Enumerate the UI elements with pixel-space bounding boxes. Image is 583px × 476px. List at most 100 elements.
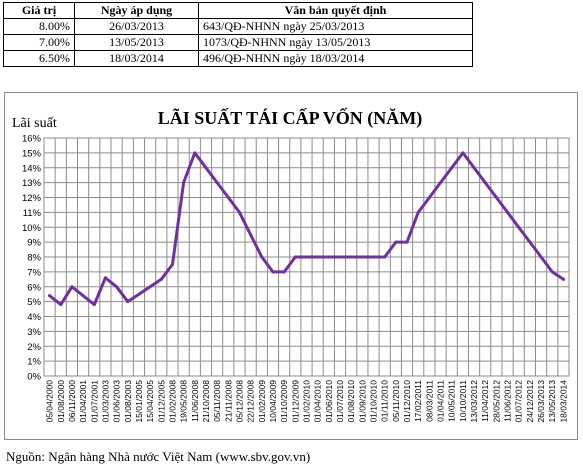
- data-point: [461, 151, 465, 155]
- x-tick-label: 01/08/2000: [56, 380, 66, 423]
- cell-value: 6.50%: [3, 50, 75, 67]
- y-tick-label: 6%: [27, 282, 41, 293]
- x-tick-label: 13/05/2013: [547, 380, 557, 423]
- data-point: [550, 270, 554, 274]
- x-tick-label: 05/11/2008: [212, 380, 222, 422]
- x-tick-label: 26/03/2013: [536, 380, 546, 423]
- data-point: [92, 303, 96, 307]
- data-point: [271, 270, 275, 274]
- data-point: [383, 255, 387, 259]
- source-note: Nguồn: Ngân hàng Nhà nước Việt Nam (www.…: [6, 449, 311, 464]
- y-tick-label: 12%: [22, 193, 42, 204]
- data-point: [48, 294, 52, 298]
- x-tick-label: 01/12/2005: [156, 380, 166, 423]
- data-point: [226, 196, 230, 199]
- data-point: [70, 285, 74, 289]
- x-tick-label: 21/10/2008: [201, 380, 211, 423]
- data-point: [170, 262, 174, 266]
- x-tick-label: 01/06/2010: [324, 380, 334, 423]
- y-tick-label: 16%: [22, 134, 42, 145]
- x-tick-label: 01/10/2010: [369, 380, 379, 423]
- data-point: [249, 233, 253, 237]
- x-tick-label: 01/03/2003: [100, 380, 110, 423]
- cell-decision: 1073/QĐ-NHNN ngày 13/05/2013: [198, 34, 473, 51]
- data-point: [427, 196, 431, 199]
- y-tick-label: 10%: [22, 223, 42, 234]
- x-tick-label: 06/11/2000: [67, 380, 77, 422]
- data-point: [517, 225, 521, 229]
- x-tick-label: 05/12/2008: [234, 380, 244, 423]
- x-tick-label: 10/05/2011: [447, 380, 457, 422]
- data-point: [360, 255, 364, 259]
- x-tick-label: 01/07/2010: [335, 380, 345, 423]
- y-tick-label: 2%: [27, 342, 41, 353]
- x-tick-label: 10/10/2011: [458, 380, 468, 422]
- x-tick-label: 13/03/2012: [469, 380, 479, 423]
- y-tick-label: 7%: [27, 267, 41, 278]
- data-point: [193, 151, 197, 155]
- x-tick-label: 15/01/2005: [134, 380, 144, 423]
- y-tick-label: 5%: [27, 297, 41, 308]
- x-tick-label: 28/05/2012: [491, 380, 501, 423]
- y-tick-label: 15%: [22, 148, 42, 159]
- y-tick-label: 8%: [27, 253, 41, 264]
- data-point: [394, 240, 398, 244]
- rate-table: Giá trị Ngày áp dụng Văn bản quyết định …: [3, 2, 473, 67]
- data-point: [483, 181, 487, 185]
- y-tick-label: 4%: [27, 312, 41, 323]
- x-tick-label: 01/02/2008: [167, 380, 177, 423]
- y-tick-labels: 0% 1% 2% 3% 4% 5% 6% 7% 8% 9% 10% 11% 12% 13% 14% 15% 16…: [22, 134, 42, 383]
- data-point: [372, 255, 376, 259]
- data-point: [327, 255, 331, 259]
- x-tick-label: 19/05/2008: [179, 380, 189, 423]
- x-tick-label: 01/06/2003: [112, 380, 122, 423]
- x-tick-label: 11/06/2008: [190, 380, 200, 422]
- y-tick-label: 0%: [27, 372, 41, 383]
- data-point: [115, 285, 119, 289]
- data-point: [539, 255, 543, 259]
- x-tick-label: 01/12/2009: [290, 380, 300, 423]
- data-point: [215, 181, 219, 185]
- x-tick-label: 01/11/2010: [380, 380, 390, 422]
- x-tick-label: 11/04/2012: [480, 380, 490, 422]
- x-tick-label: 01/04/2001: [78, 380, 88, 423]
- data-point: [506, 210, 510, 214]
- x-tick-label: 01/02/2010: [302, 380, 312, 423]
- y-axis-label: Lãi suất: [12, 116, 57, 131]
- data-point: [137, 292, 141, 296]
- x-tick-label: 05/04/2000: [45, 380, 55, 423]
- data-point: [159, 277, 163, 281]
- cell-date: 26/03/2013: [74, 18, 199, 35]
- data-point: [260, 255, 264, 259]
- y-tick-label: 11%: [23, 208, 42, 219]
- chart-title: LÃI SUẤT TÁI CẤP VỐN (NĂM): [158, 107, 423, 129]
- x-tick-label: 01/08/2003: [123, 380, 133, 423]
- x-tick-label: 01/09/2010: [357, 380, 367, 423]
- x-tick-label: 15/04/2005: [145, 380, 155, 423]
- data-point: [439, 181, 443, 185]
- data-point: [59, 303, 63, 307]
- chart-frame: [4, 92, 578, 440]
- data-point: [561, 277, 565, 281]
- x-tick-label: 21/11/2008: [223, 380, 233, 422]
- data-point: [103, 276, 107, 280]
- x-tick-label: 01/12/2010: [402, 380, 412, 423]
- data-point: [472, 166, 476, 170]
- data-point: [126, 300, 130, 304]
- data-point: [305, 255, 308, 259]
- x-tick-label: 24/12/2012: [525, 380, 535, 423]
- data-point: [148, 285, 152, 289]
- x-tick-label: 18/03/2014: [558, 380, 568, 423]
- data-point: [293, 255, 297, 259]
- data-point: [450, 166, 454, 170]
- x-tick-label: 08/03/2011: [424, 380, 434, 422]
- data-point: [237, 210, 241, 214]
- y-tick-label: 1%: [27, 357, 41, 368]
- data-point: [81, 294, 85, 298]
- x-tick-label: 01/04/2010: [313, 380, 323, 423]
- x-tick-label: 01/07/2001: [89, 380, 99, 423]
- data-point: [282, 270, 286, 274]
- x-tick-label: 01/07/2012: [514, 380, 524, 423]
- y-tick-label: 3%: [27, 327, 41, 338]
